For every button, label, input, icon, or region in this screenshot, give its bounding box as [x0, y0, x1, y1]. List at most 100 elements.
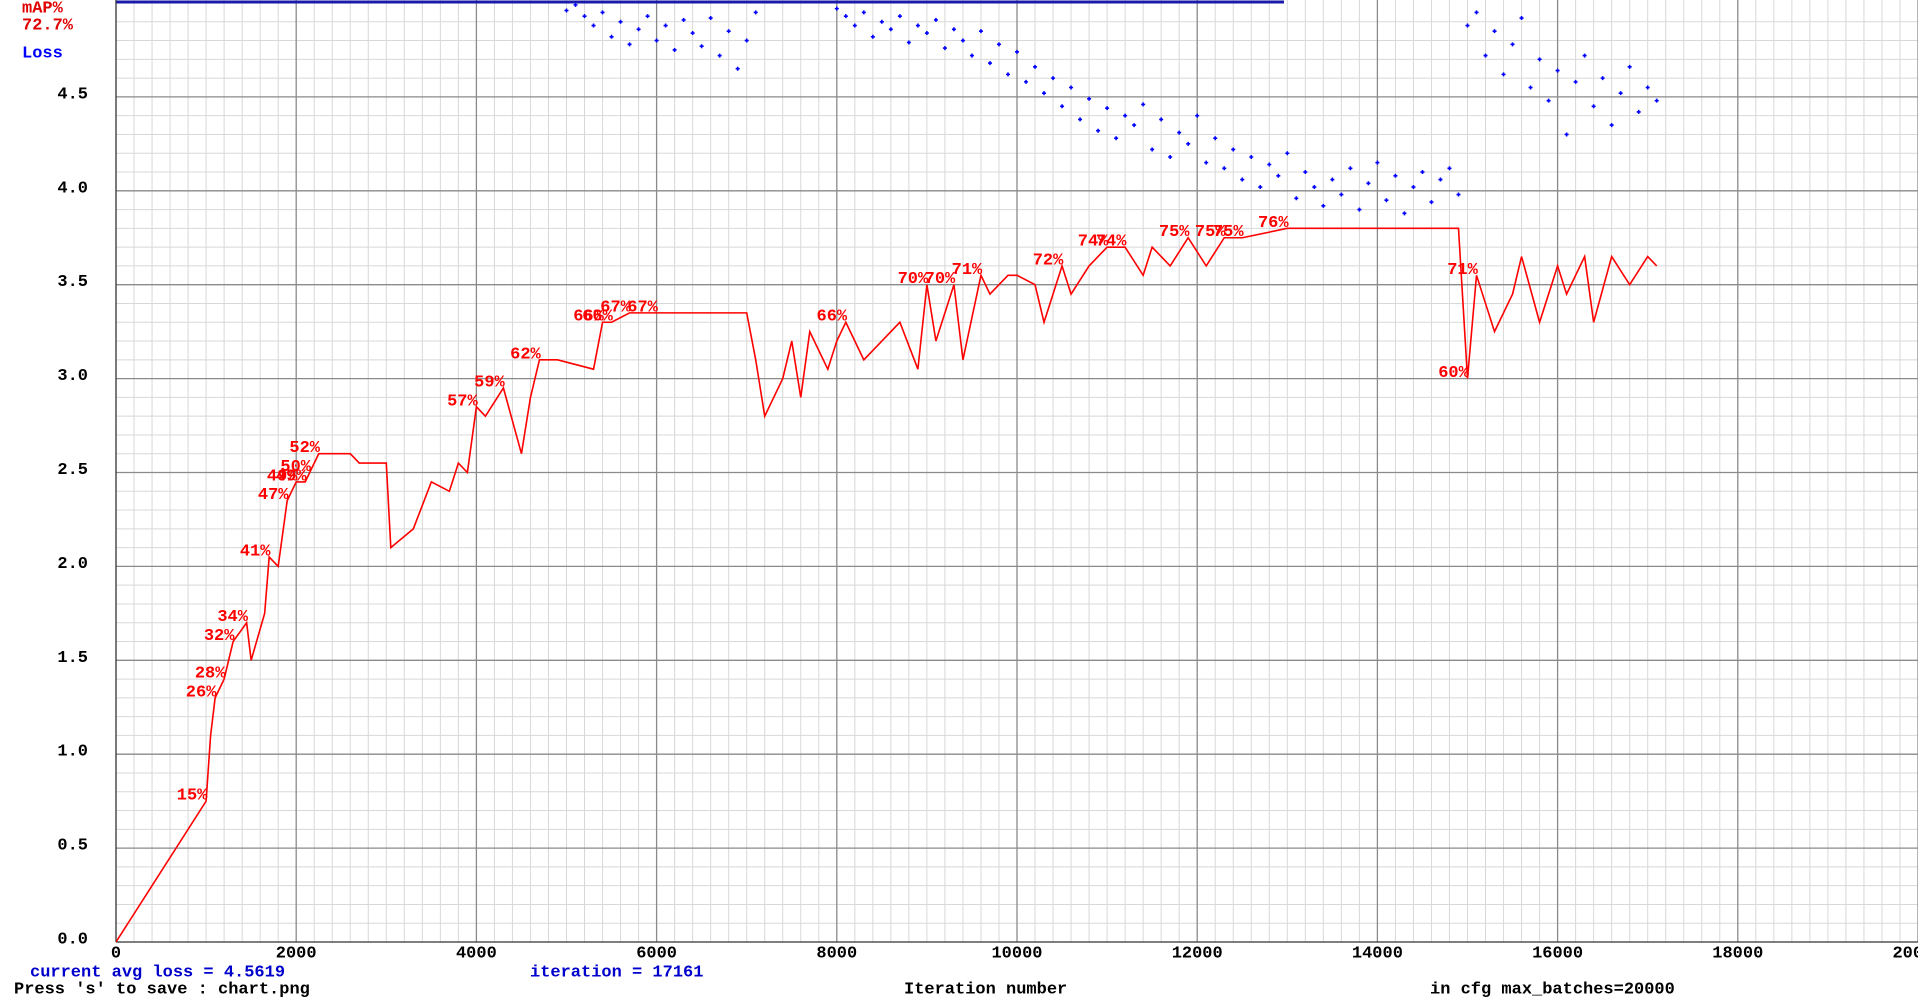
loss-point — [915, 23, 920, 28]
loss-point — [1627, 64, 1632, 69]
loss-point — [1654, 98, 1659, 103]
grid — [116, 0, 1918, 942]
legend-map: mAP% — [22, 0, 64, 18]
loss-point — [1177, 130, 1182, 135]
loss-point — [717, 53, 722, 58]
loss-point — [1564, 132, 1569, 137]
loss-point — [753, 10, 758, 15]
loss-point — [582, 14, 587, 19]
map-label: 50% — [280, 458, 311, 477]
loss-point — [1339, 192, 1344, 197]
marks: 15% 26%28% 32%34% 41% 47%49%49%50%52% 57%59% 6… — [116, 2, 1659, 942]
loss-point — [1582, 53, 1587, 58]
loss-point — [951, 27, 956, 32]
loss-point — [1609, 123, 1614, 128]
loss-point — [1060, 104, 1065, 109]
loss-point — [663, 23, 668, 28]
iteration: iteration = 17161 — [530, 963, 703, 982]
loss-point — [573, 2, 578, 7]
map-label: 49% — [267, 467, 298, 486]
loss-point — [1375, 160, 1380, 165]
loss-point — [1393, 173, 1398, 178]
map-label: 57% — [447, 392, 478, 411]
map-label: 71% — [952, 261, 983, 280]
loss-point — [1591, 104, 1596, 109]
map-label: 15% — [177, 787, 208, 806]
loss-point — [744, 38, 749, 43]
loss-point — [609, 34, 614, 39]
map-label: 66% — [573, 308, 604, 327]
max-batches: in cfg max_batches=20000 — [1430, 980, 1675, 999]
loss-point — [1105, 106, 1110, 111]
loss-point — [987, 61, 992, 66]
map-label: 67% — [600, 298, 631, 317]
loss-point — [1420, 170, 1425, 175]
loss-point — [1546, 98, 1551, 103]
loss-point — [699, 44, 704, 49]
map-label: 49% — [276, 467, 307, 486]
legend-loss: Loss — [22, 44, 63, 63]
loss-point — [1402, 211, 1407, 216]
y-tick-label: 3.5 — [57, 273, 88, 292]
x-tick-label: 14000 — [1352, 944, 1403, 963]
loss-point — [1528, 85, 1533, 90]
x-tick-label: 6000 — [636, 944, 677, 963]
map-label: 75% — [1213, 223, 1244, 242]
loss-point — [1168, 154, 1173, 159]
loss-point — [1429, 200, 1434, 205]
loss-point — [735, 66, 740, 71]
map-label: 59% — [474, 373, 505, 392]
loss-point — [690, 31, 695, 36]
map-label: 32% — [204, 627, 235, 646]
loss-point — [843, 14, 848, 19]
loss-point — [1483, 53, 1488, 58]
current-map: 72.7% — [22, 16, 74, 35]
map-label: 67% — [627, 298, 658, 317]
map-label: 71% — [1447, 261, 1478, 280]
map-line — [116, 227, 1658, 942]
map-label: 47% — [258, 486, 289, 505]
loss-point — [1132, 123, 1137, 128]
x-axis-label: Iteration number — [904, 980, 1067, 999]
x-tick-label: 18000 — [1712, 944, 1763, 963]
loss-point — [1024, 79, 1029, 84]
loss-point — [1213, 136, 1218, 141]
map-label: 70% — [898, 270, 929, 289]
map-label: 26% — [186, 683, 217, 702]
loss-point — [960, 38, 965, 43]
loss-point — [591, 23, 596, 28]
loss-point — [1312, 185, 1317, 190]
loss-point — [1456, 192, 1461, 197]
loss-point — [1096, 128, 1101, 133]
loss-point — [870, 34, 875, 39]
loss-point — [1555, 68, 1560, 73]
x-tick-label: 8000 — [816, 944, 857, 963]
map-label: 72% — [1033, 251, 1064, 270]
x-tick-label: 0 — [111, 944, 121, 963]
map-label: 75% — [1195, 223, 1226, 242]
y-tick-label: 2.0 — [57, 555, 88, 574]
loss-point — [933, 17, 938, 22]
loss-point — [1474, 10, 1479, 15]
loss-point — [897, 14, 902, 19]
loss-point — [1366, 181, 1371, 186]
loss-point — [1015, 49, 1019, 54]
y-tick-label: 4.5 — [57, 85, 88, 104]
x-tick-label: 2000 — [276, 944, 317, 963]
loss-point — [654, 38, 659, 43]
loss-point — [1645, 85, 1650, 90]
loss-point — [1159, 117, 1164, 122]
loss-point — [1195, 113, 1200, 118]
loss-point — [1141, 102, 1146, 107]
loss-point — [1285, 151, 1290, 156]
loss-point — [1636, 109, 1641, 114]
loss-point — [627, 42, 632, 47]
loss-point — [681, 17, 686, 22]
loss-point — [1258, 185, 1263, 190]
loss-point — [852, 23, 857, 28]
map-label: 52% — [289, 439, 320, 458]
map-label: 62% — [510, 345, 541, 364]
loss-point — [1240, 177, 1245, 182]
y-tick-label: 1.5 — [57, 649, 88, 668]
